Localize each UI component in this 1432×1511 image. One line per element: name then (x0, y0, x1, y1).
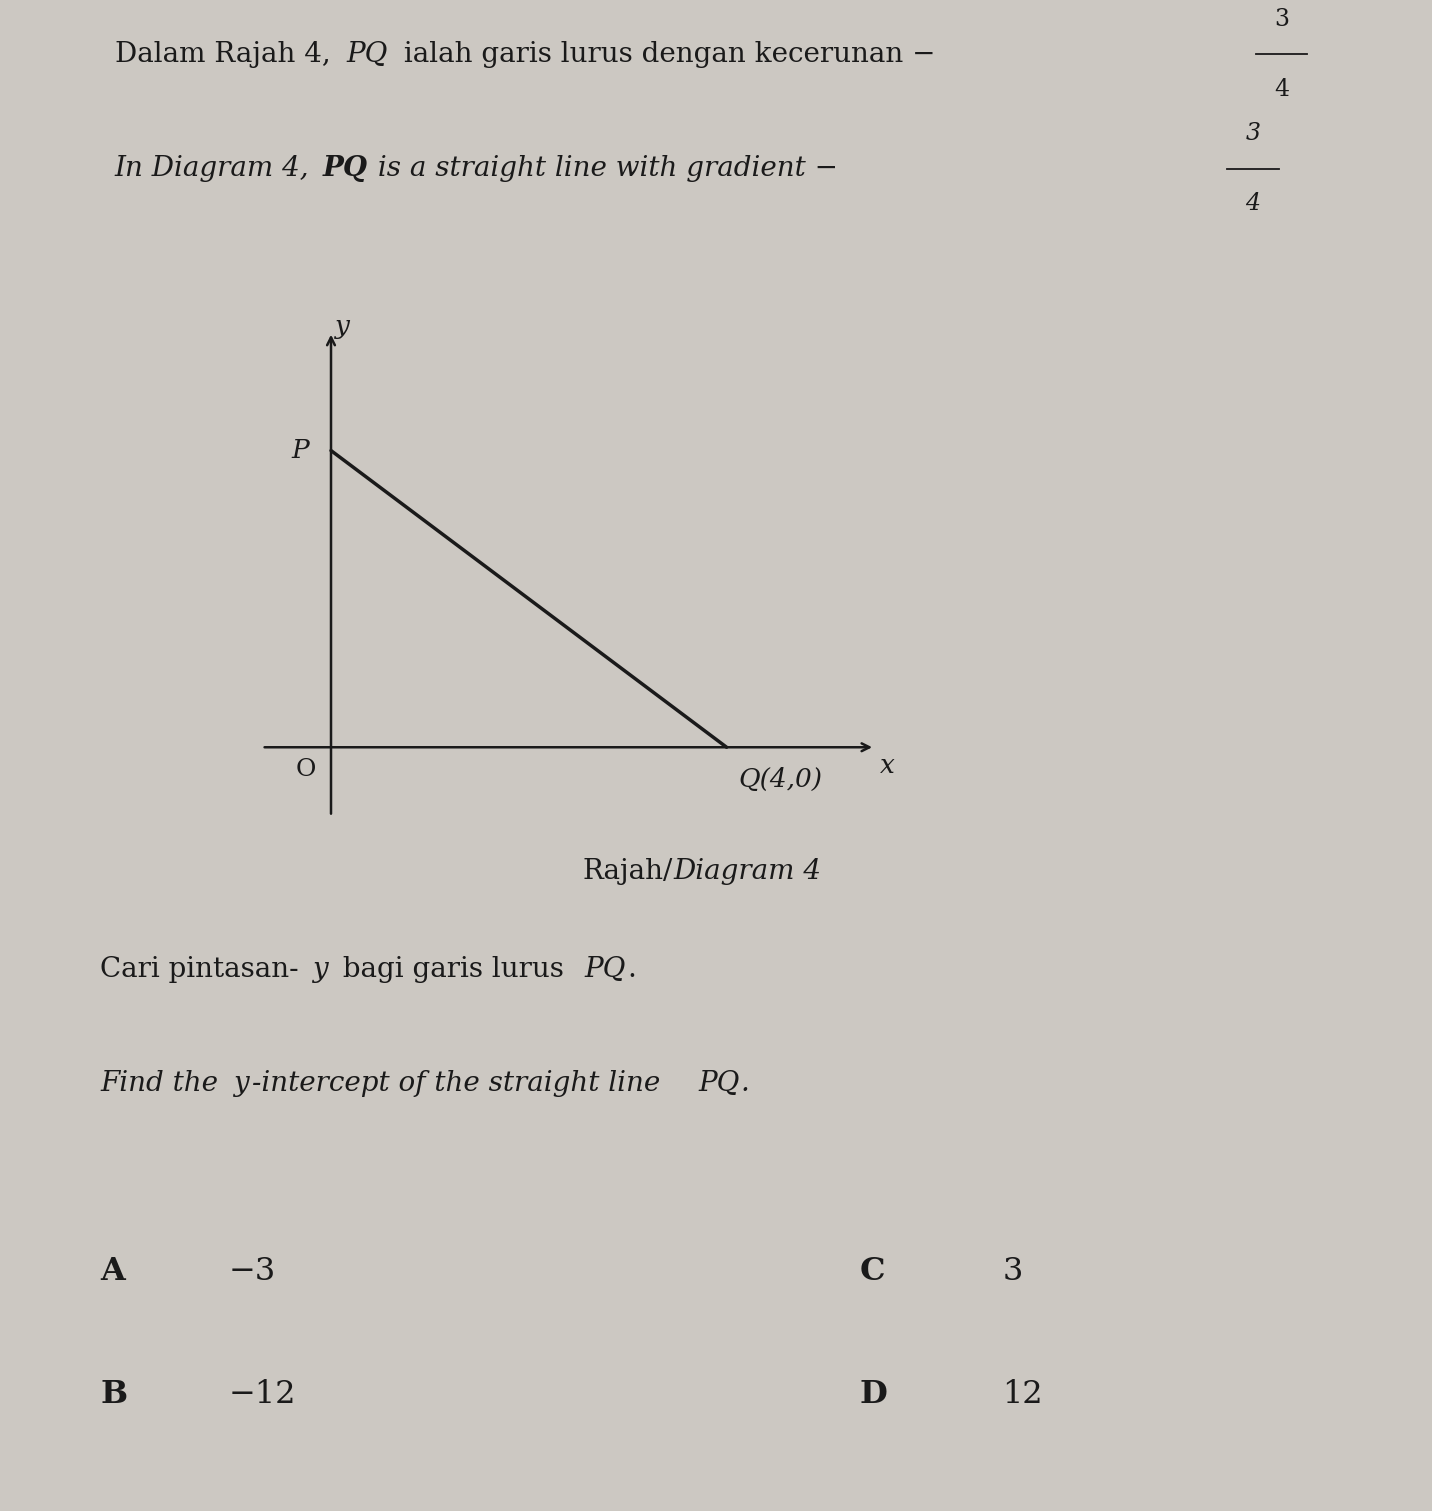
Text: D: D (859, 1380, 886, 1410)
Text: PQ: PQ (322, 156, 367, 183)
Text: B: B (100, 1380, 127, 1410)
Text: −12: −12 (229, 1380, 296, 1410)
Text: C: C (859, 1256, 885, 1287)
Text: Find the: Find the (100, 1070, 228, 1097)
Text: −3: −3 (229, 1256, 276, 1287)
Text: ialah garis lurus dengan kecerunan −: ialah garis lurus dengan kecerunan − (395, 41, 935, 68)
Text: y: y (312, 955, 328, 982)
Text: 4: 4 (1274, 79, 1289, 101)
Text: Q(4,0): Q(4,0) (739, 768, 822, 792)
Text: PQ: PQ (699, 1070, 740, 1097)
Text: Diagram 4: Diagram 4 (673, 858, 821, 885)
Text: 4: 4 (1246, 192, 1260, 216)
Text: 3: 3 (1274, 8, 1289, 30)
Text: y: y (335, 314, 351, 340)
Text: is a straight line with gradient −: is a straight line with gradient − (369, 156, 838, 183)
Text: PQ: PQ (584, 955, 626, 982)
Text: Dalam Rajah 4,: Dalam Rajah 4, (115, 41, 339, 68)
Text: x: x (879, 752, 895, 778)
Text: In Diagram 4,: In Diagram 4, (115, 156, 318, 183)
Text: O: O (296, 757, 316, 781)
Text: Rajah/: Rajah/ (583, 858, 673, 885)
Text: 3: 3 (1002, 1256, 1022, 1287)
Text: P: P (292, 438, 309, 462)
Text: PQ: PQ (347, 41, 388, 68)
Text: 3: 3 (1246, 122, 1260, 145)
Text: .: . (627, 955, 636, 982)
Text: y: y (233, 1070, 249, 1097)
Text: Cari pintasan-: Cari pintasan- (100, 955, 299, 982)
Text: A: A (100, 1256, 125, 1287)
Text: .: . (740, 1070, 749, 1097)
Text: bagi garis lurus: bagi garis lurus (334, 955, 573, 982)
Text: 12: 12 (1002, 1380, 1042, 1410)
Text: -intercept of the straight line: -intercept of the straight line (252, 1070, 669, 1097)
